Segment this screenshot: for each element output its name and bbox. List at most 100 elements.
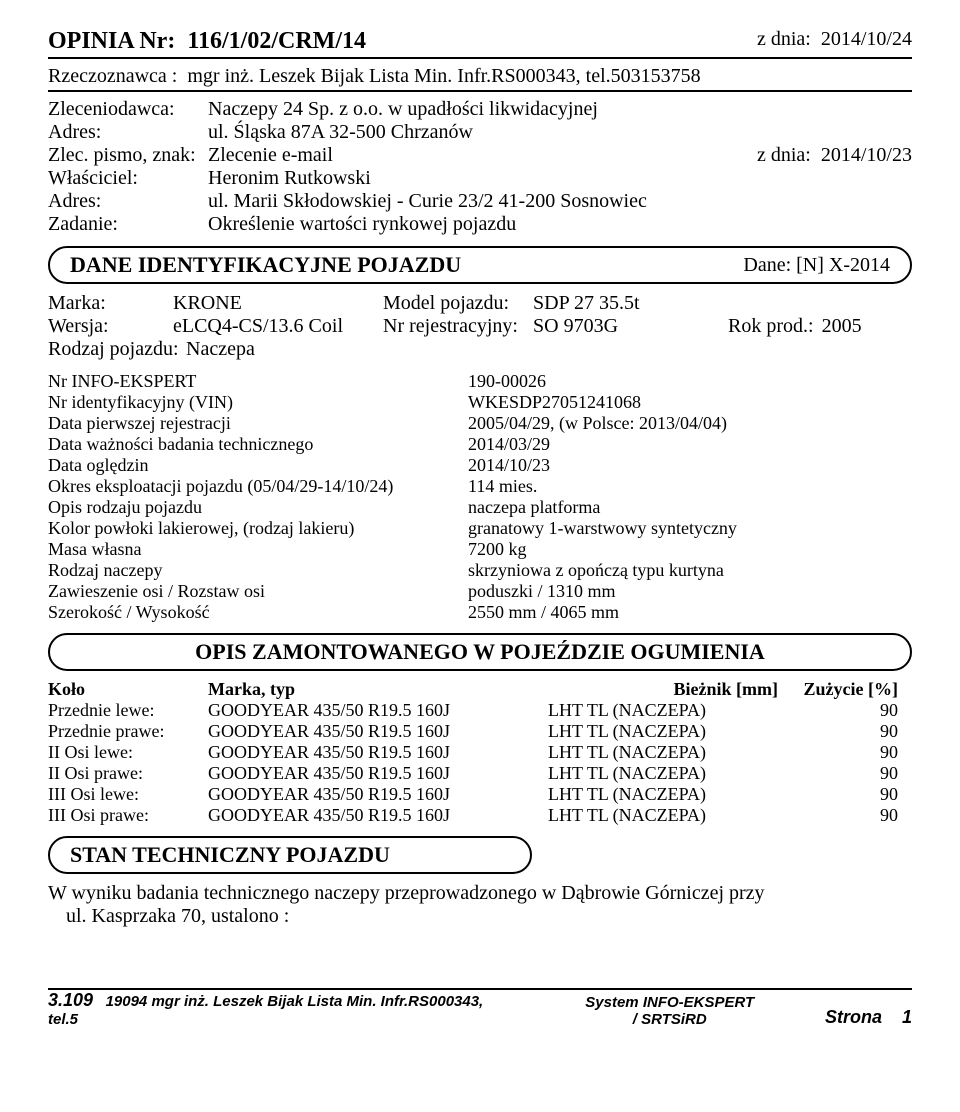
info-value: 2014/03/29 <box>468 434 550 455</box>
zleceniodawca-label: Zleceniodawca: <box>48 98 208 121</box>
opinia-number: 116/1/02/CRM/14 <box>187 28 366 54</box>
tire-cell: 90 <box>778 805 898 826</box>
info-label: Data ważności badania technicznego <box>48 434 468 455</box>
tires-table: Koło Marka, typ Bieżnik [mm] Zużycie [%]… <box>48 679 912 826</box>
tech-text: W wyniku badania technicznego naczepy pr… <box>48 882 912 928</box>
zleceniodawca-value: Naczepy 24 Sp. z o.o. w upadłości likwid… <box>208 98 598 121</box>
wersja-label: Wersja: <box>48 315 173 338</box>
info-label: Szerokość / Wysokość <box>48 602 468 623</box>
tire-cell: 90 <box>778 742 898 763</box>
adres2-label: Adres: <box>48 190 208 213</box>
model-value: SDP 27 35.5t <box>533 292 640 315</box>
opinia-label: OPINIA Nr: <box>48 28 175 54</box>
tech-line2: ul. Kasprzaka 70, ustalono : <box>48 905 912 928</box>
info-value: granatowy 1-warstwowy syntetyczny <box>468 518 737 539</box>
kv-wlasciciel: Właściciel: Heronim Rutkowski <box>48 167 912 190</box>
rzeczoznawca-label: Rzeczoznawca : <box>48 65 177 87</box>
info-row: Nr INFO-EKSPERT190-00026 <box>48 371 912 392</box>
info-label: Opis rodzaju pojazdu <box>48 497 468 518</box>
rodzaj-label: Rodzaj pojazdu: <box>48 338 186 361</box>
info-row: Data pierwszej rejestracji2005/04/29, (w… <box>48 413 912 434</box>
tire-cell: GOODYEAR 435/50 R19.5 160J <box>208 784 548 805</box>
tire-cell: II Osi prawe: <box>48 763 208 784</box>
footer-rest: 19094 mgr inż. Leszek Bijak Lista Min. I… <box>48 993 483 1028</box>
section-opis-title: OPIS ZAMONTOWANEGO W POJEŹDZIE OGUMIENIA <box>195 639 765 665</box>
info-value: 114 mies. <box>468 476 537 497</box>
section-stan-title: STAN TECHNICZNY POJAZDU <box>70 842 390 868</box>
specs-row2: Wersja: eLCQ4-CS/13.6 Coil Nr rejestracy… <box>48 315 912 338</box>
nrrej-label: Nr rejestracyjny: <box>383 315 533 338</box>
vehicle-specs: Marka: KRONE Model pojazdu: SDP 27 35.5t… <box>48 292 912 361</box>
details-block: Zleceniodawca: Naczepy 24 Sp. z o.o. w u… <box>48 98 912 236</box>
tire-row: Przednie lewe:GOODYEAR 435/50 R19.5 160J… <box>48 700 912 721</box>
zlec-line: Zlec. pismo, znak: Zlecenie e-mail z dni… <box>48 144 912 167</box>
tire-cell: 90 <box>778 721 898 742</box>
info-label: Kolor powłoki lakierowej, (rodzaj lakier… <box>48 518 468 539</box>
info-value: skrzyniowa z opończą typu kurtyna <box>468 560 724 581</box>
info-value: WKESDP27051241068 <box>468 392 641 413</box>
tires-header: Koło Marka, typ Bieżnik [mm] Zużycie [%] <box>48 679 912 700</box>
section-box-opis: OPIS ZAMONTOWANEGO W POJEŹDZIE OGUMIENIA <box>48 633 912 671</box>
info-row: Opis rodzaju pojazdunaczepa platforma <box>48 497 912 518</box>
info-label: Data pierwszej rejestracji <box>48 413 468 434</box>
info-value: 2014/10/23 <box>468 455 550 476</box>
tire-cell: Przednie prawe: <box>48 721 208 742</box>
nrrej-value: SO 9703G <box>533 315 728 338</box>
tire-cell: GOODYEAR 435/50 R19.5 160J <box>208 763 548 784</box>
info-value: 190-00026 <box>468 371 546 392</box>
th-zuzycie: Zużycie [%] <box>778 679 898 700</box>
tire-cell: GOODYEAR 435/50 R19.5 160J <box>208 700 548 721</box>
specs-row3: Rodzaj pojazdu: Naczepa <box>48 338 912 361</box>
th-marka: Marka, typ <box>208 679 548 700</box>
info-value: 2005/04/29, (w Polsce: 2013/04/04) <box>468 413 727 434</box>
tire-cell: LHT TL (NACZEPA) <box>548 784 778 805</box>
tech-line1: W wyniku badania technicznego naczepy pr… <box>48 882 912 905</box>
section-dane-right: Dane: [N] X-2014 <box>743 254 890 277</box>
tire-cell: Przednie lewe: <box>48 700 208 721</box>
info-row: Zawieszenie osi / Rozstaw osipoduszki / … <box>48 581 912 602</box>
header-line-1: OPINIA Nr: 116/1/02/CRM/14 z dnia: 2014/… <box>48 28 912 55</box>
zadanie-value: Określenie wartości rynkowej pojazdu <box>208 213 516 236</box>
th-kolo: Koło <box>48 679 208 700</box>
info-row: Data oględzin2014/10/23 <box>48 455 912 476</box>
tire-cell: GOODYEAR 435/50 R19.5 160J <box>208 721 548 742</box>
footer-right-label: Strona <box>825 1007 882 1027</box>
info-label: Zawieszenie osi / Rozstaw osi <box>48 581 468 602</box>
info-label: Nr identyfikacyjny (VIN) <box>48 392 468 413</box>
info-row: Kolor powłoki lakierowej, (rodzaj lakier… <box>48 518 912 539</box>
info-label: Nr INFO-EKSPERT <box>48 371 468 392</box>
info-block: Nr INFO-EKSPERT190-00026Nr identyfikacyj… <box>48 371 912 623</box>
rok-label: Rok prod.: <box>728 315 814 338</box>
tire-cell: LHT TL (NACZEPA) <box>548 805 778 826</box>
zlec-value: Zlecenie e-mail <box>208 144 333 167</box>
zlec-date-value: 2014/10/23 <box>821 144 912 166</box>
info-value: 2550 mm / 4065 mm <box>468 602 619 623</box>
tire-cell: 90 <box>778 763 898 784</box>
rok-value: 2005 <box>822 315 862 338</box>
tire-row: II Osi prawe:GOODYEAR 435/50 R19.5 160JL… <box>48 763 912 784</box>
info-value: 7200 kg <box>468 539 527 560</box>
tire-cell: III Osi lewe: <box>48 784 208 805</box>
zlec-date: z dnia: 2014/10/23 <box>757 144 912 167</box>
rzeczoznawca-line: Rzeczoznawca : mgr inż. Leszek Bijak Lis… <box>48 65 912 88</box>
tire-cell: 90 <box>778 784 898 805</box>
specs-row1: Marka: KRONE Model pojazdu: SDP 27 35.5t <box>48 292 912 315</box>
tire-row: III Osi lewe:GOODYEAR 435/50 R19.5 160JL… <box>48 784 912 805</box>
wlasciciel-value: Heronim Rutkowski <box>208 167 371 190</box>
info-label: Okres eksploatacji pojazdu (05/04/29-14/… <box>48 476 468 497</box>
adres1-value: ul. Śląska 87A 32-500 Chrzanów <box>208 121 473 144</box>
opinia-title: OPINIA Nr: 116/1/02/CRM/14 <box>48 28 366 55</box>
footer-right-num: 1 <box>902 1007 912 1027</box>
rule-1 <box>48 57 912 59</box>
th-bieznik: Bieżnik [mm] <box>548 679 778 700</box>
adres2-value: ul. Marii Skłodowskiej - Curie 23/2 41-2… <box>208 190 647 213</box>
footer-mid1: System INFO-EKSPERT <box>585 995 754 1012</box>
opinia-date: z dnia: 2014/10/24 <box>757 28 912 55</box>
footer-right: Strona 1 <box>825 1007 912 1028</box>
z-dnia-label: z dnia: <box>757 28 811 50</box>
kv-adres2: Adres: ul. Marii Skłodowskiej - Curie 23… <box>48 190 912 213</box>
info-row: Masa własna7200 kg <box>48 539 912 560</box>
tire-cell: II Osi lewe: <box>48 742 208 763</box>
info-row: Szerokość / Wysokość2550 mm / 4065 mm <box>48 602 912 623</box>
tire-row: Przednie prawe:GOODYEAR 435/50 R19.5 160… <box>48 721 912 742</box>
